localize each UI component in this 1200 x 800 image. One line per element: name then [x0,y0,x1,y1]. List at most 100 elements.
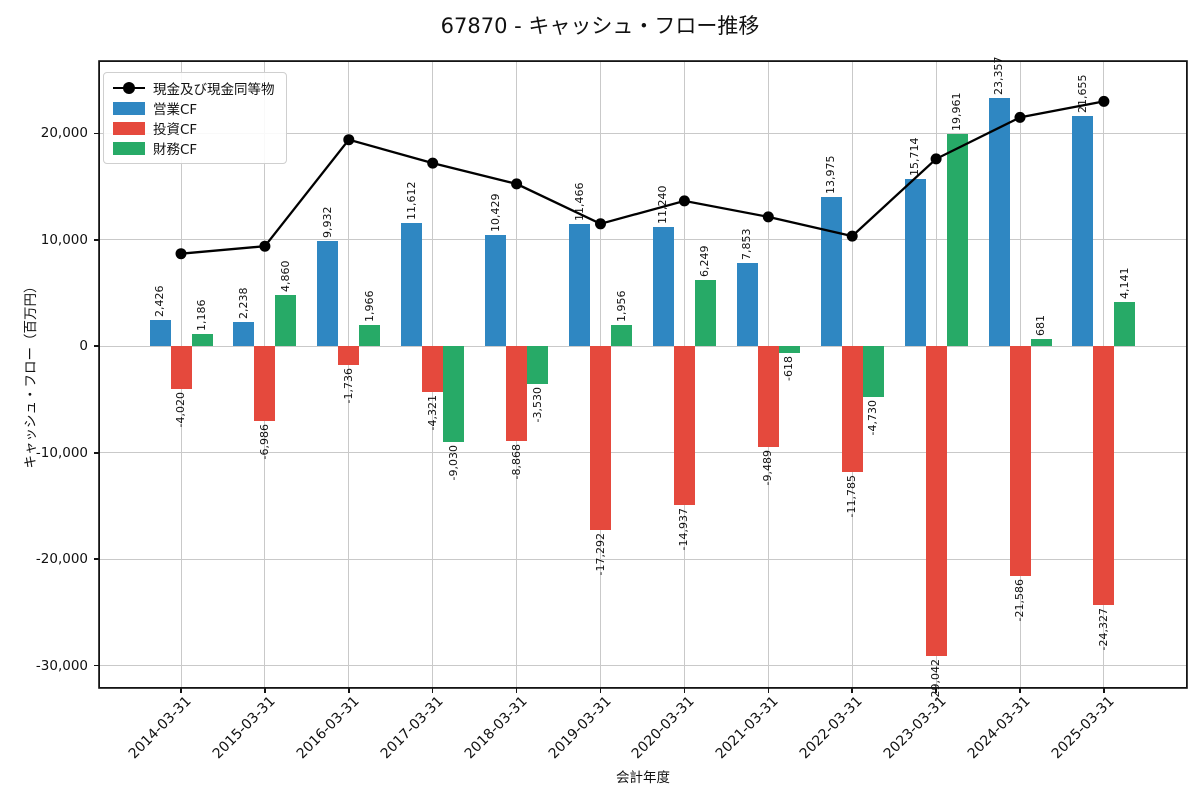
x-tick-mark [767,687,770,693]
operating-cf-bar [988,97,1010,347]
y-tick-mark [94,345,100,348]
investing-cf-bar [841,346,863,472]
operating-cf-bar [149,320,171,347]
financing-cf-bar [443,346,465,443]
legend-item-financing-cf: 財務CF [113,138,275,158]
operating-cf-bar [401,222,423,347]
x-tick-label: 2016-03-31 [293,693,363,763]
legend-label: 現金及び現金同等物 [153,82,275,98]
legend-dot-glyph [123,82,135,94]
line-marker [930,153,942,165]
line-marker [343,134,355,146]
investing-cf-bar [338,346,360,365]
financing-cf-bar [694,279,716,347]
y-tick-label: 10,000 [40,231,88,248]
investing-cf-bar [422,346,444,393]
legend-label: 営業CF [153,102,198,118]
legend-swatch-financing-cf [113,138,145,158]
line-marker [175,248,187,260]
y-tick-label: -20,000 [35,551,88,568]
financing-cf-bar [359,325,381,347]
line-marker [427,157,439,169]
y-tick-mark [94,239,100,241]
x-tick-mark [851,687,853,693]
gridline-h [100,452,1186,454]
investing-cf-bar [590,346,611,531]
operating-cf-bar [904,178,926,347]
cash-line-path [180,100,1105,255]
x-tick-mark [431,687,434,693]
line-marker [511,178,523,190]
line-marker [259,240,271,252]
line-marker [1014,111,1026,123]
legend-line-sample [113,78,145,98]
investing-cf-bar [1009,346,1031,577]
x-tick-label: 2018-03-31 [461,693,531,763]
y-tick-mark [94,451,100,454]
legend-item-operating-cf: 営業CF [113,98,275,118]
operating-cf-bar [317,240,339,347]
legend-swatch-operating-cf [113,98,145,118]
x-tick-label: 2015-03-31 [209,693,279,763]
investing-cf-bar [757,346,779,448]
y-tick-mark [94,558,100,561]
operating-cf-bar [652,226,674,347]
operating-cf-bar [233,322,255,347]
financing-cf-bar [862,346,884,397]
line-marker [1098,95,1110,107]
x-tick-label: 2014-03-31 [125,693,195,763]
x-tick-mark [935,687,937,693]
y-tick-mark [94,664,100,667]
x-tick-label: 2021-03-31 [713,693,782,763]
gridline-h [100,558,1186,560]
x-tick-label: 2024-03-31 [964,693,1034,763]
x-axis-title: 会計年度 [616,770,670,786]
y-tick-mark [94,132,100,135]
investing-cf-bar [1093,346,1115,606]
x-tick-mark [515,687,518,693]
operating-cf-bar [736,262,758,347]
gridline-h [100,239,1186,241]
operating-cf-bar [569,224,590,347]
legend-color-swatch [113,142,145,155]
financing-cf-bar [527,346,549,384]
financing-cf-bar [1114,302,1136,347]
x-tick-mark [348,687,350,693]
financing-cf-bar [191,333,213,347]
x-tick-mark [599,687,602,693]
legend-color-swatch [113,122,145,135]
legend-swatch-investing-cf [113,118,145,138]
legend-label: 財務CF [153,142,198,158]
financing-cf-bar [611,325,632,347]
x-tick-label: 2017-03-31 [377,693,447,763]
y-tick-label: 0 [79,338,88,355]
x-tick-mark [264,687,266,693]
x-tick-mark [180,687,182,693]
y-axis-title-text: キャッシュ・フロー（百万円） [23,279,39,469]
y-tick-label: -10,000 [35,444,88,461]
investing-cf-bar [254,346,276,421]
investing-cf-bar [170,346,192,390]
line-marker [595,218,606,230]
gridline-h [100,132,1186,134]
gridline-h [100,345,1186,347]
financing-cf-bar [946,133,968,347]
investing-cf-bar [673,346,695,506]
line-marker [678,195,690,207]
investing-cf-bar [925,346,947,656]
x-tick-mark [683,687,686,693]
operating-cf-bar [1072,115,1094,347]
cash-and-equivalents-line [175,95,1110,260]
financing-cf-bar [1030,339,1052,347]
gridline-h [100,665,1186,667]
x-tick-mark [1103,687,1105,693]
financing-cf-bar [778,346,800,353]
legend-item-investing-cf: 投資CF [113,118,275,138]
chart-title: 67870 - キャッシュ・フロー推移 [440,14,760,38]
line-marker [846,230,858,242]
operating-cf-bar [820,197,842,347]
legend-color-swatch [113,102,145,115]
legend-item-cash-and-equivalents-line: 現金及び現金同等物 [113,78,275,98]
x-tick-label: 2025-03-31 [1048,693,1118,763]
